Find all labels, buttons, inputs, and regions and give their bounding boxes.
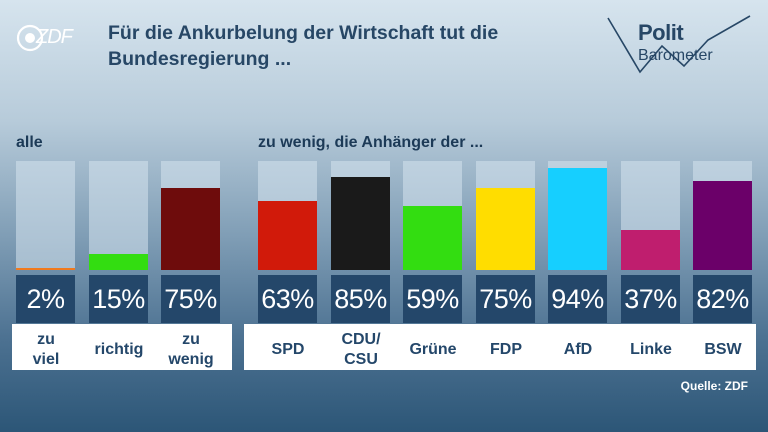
value-label-zu-viel: 2%: [16, 275, 75, 323]
bar-fdp: [476, 188, 535, 270]
politbarometer-logo-icon: [607, 15, 751, 74]
category-label-zu-viel: zu viel: [32, 331, 60, 368]
category-label-afd: AfD: [563, 341, 593, 358]
bar-richtig: [89, 254, 148, 270]
value-label-bsw: 82%: [693, 275, 752, 323]
value-label-linke: 37%: [621, 275, 680, 323]
category-label-cdu-csu: CDU/CSU: [341, 331, 381, 368]
category-label-zu-wenig: zu wenig: [168, 331, 214, 368]
category-label-spd: SPD: [271, 341, 305, 358]
value-label-afd: 94%: [548, 275, 607, 323]
bar-bsw: [693, 181, 752, 270]
bar-grüne: [403, 206, 462, 270]
bar-afd: [548, 168, 607, 270]
bar-spd: [258, 201, 317, 270]
category-label-grüne: Grüne: [409, 341, 457, 358]
section-label-all: alle: [16, 134, 43, 151]
label-panel-supporters: [244, 324, 756, 370]
bar-cdu-csu: [331, 177, 390, 270]
value-label-zu-wenig: 75%: [161, 275, 220, 323]
category-label-richtig: richtig: [94, 341, 144, 358]
value-label-richtig: 15%: [89, 275, 148, 323]
section-label-supporters: zu wenig, die Anhänger der ...: [258, 134, 484, 151]
zdf-logo-text: ZDF: [36, 26, 73, 48]
chart-title: Für die Ankurbelung der Wirtschaft tut d…: [108, 22, 499, 70]
value-label-fdp: 75%: [476, 275, 535, 323]
bar-linke: [621, 230, 680, 270]
category-label-linke: Linke: [630, 341, 672, 358]
bar-track-zu-viel: [16, 161, 75, 270]
badge-subtitle: Barometer: [638, 47, 713, 64]
zdf-logo-icon: [16, 24, 44, 52]
source-note: Quelle: ZDF: [680, 379, 748, 393]
label-panel-all: [12, 324, 232, 370]
value-label-cdu-csu: 85%: [331, 275, 390, 323]
bar-track-richtig: [89, 161, 148, 270]
value-label-spd: 63%: [258, 275, 317, 323]
category-label-fdp: FDP: [490, 341, 522, 358]
badge-title: Polit: [638, 20, 684, 45]
bar-zu-wenig: [161, 188, 220, 270]
category-label-bsw: BSW: [704, 341, 742, 358]
bar-zu-viel: [16, 268, 75, 270]
value-label-grüne: 59%: [403, 275, 462, 323]
